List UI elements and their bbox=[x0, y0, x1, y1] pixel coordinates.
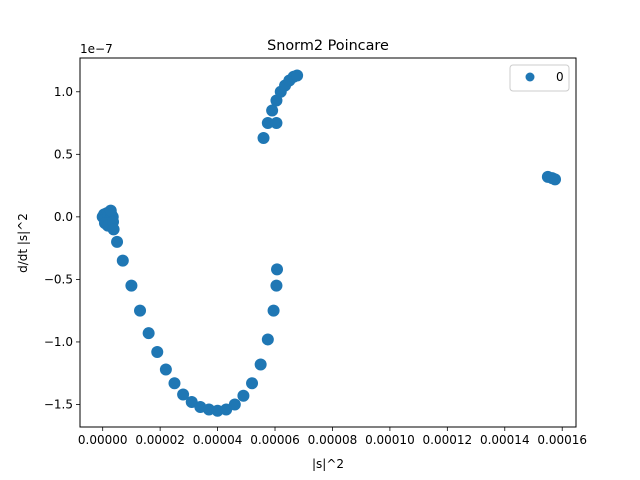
x-tick-label: 0.00010 bbox=[365, 433, 415, 447]
chart-title: Snorm2 Poincare bbox=[267, 38, 389, 54]
y-tick-label: 0.5 bbox=[54, 147, 73, 161]
y-tick-label: −1.0 bbox=[44, 335, 73, 349]
data-point bbox=[151, 345, 164, 358]
data-point bbox=[168, 377, 181, 390]
y-tick-label: −1.5 bbox=[44, 397, 73, 411]
data-point bbox=[246, 377, 259, 390]
y-axis-ticks: −1.5 −1.0 −0.5 0.0 0.5 1.0 bbox=[44, 85, 80, 411]
x-tick-label: 0.00000 bbox=[78, 433, 128, 447]
data-point bbox=[228, 398, 241, 411]
data-point bbox=[267, 304, 280, 317]
x-tick-label: 0.00006 bbox=[250, 433, 300, 447]
data-point bbox=[159, 363, 172, 376]
data-point bbox=[261, 333, 274, 346]
data-point bbox=[261, 117, 274, 130]
data-point bbox=[254, 358, 267, 371]
data-point bbox=[116, 254, 129, 267]
data-point bbox=[142, 327, 155, 340]
data-point bbox=[270, 279, 283, 292]
data-point bbox=[291, 69, 304, 82]
x-tick-label: 0.00014 bbox=[480, 433, 530, 447]
data-point bbox=[270, 117, 283, 130]
data-point bbox=[107, 223, 120, 236]
x-axis-label: |s|^2 bbox=[312, 457, 344, 471]
y-tick-label: −0.5 bbox=[44, 272, 73, 286]
data-point bbox=[237, 389, 250, 402]
x-tick-label: 0.00016 bbox=[537, 433, 587, 447]
y-axis-label: d/dt |s|^2 bbox=[16, 213, 30, 273]
y-axis-offset-label: 1e−7 bbox=[80, 42, 113, 56]
x-tick-label: 0.00008 bbox=[308, 433, 358, 447]
y-tick-label: 0.0 bbox=[54, 210, 73, 224]
data-point bbox=[111, 235, 124, 248]
legend-label: 0 bbox=[556, 70, 564, 84]
legend-marker bbox=[525, 72, 535, 82]
data-point bbox=[257, 132, 270, 145]
y-tick-label: 1.0 bbox=[54, 85, 73, 99]
data-point bbox=[104, 204, 117, 217]
x-tick-label: 0.00002 bbox=[135, 433, 185, 447]
legend-box bbox=[509, 64, 570, 92]
data-point bbox=[177, 388, 190, 401]
plot-frame bbox=[79, 57, 577, 428]
x-tick-label: 0.00012 bbox=[423, 433, 473, 447]
x-tick-label: 0.00004 bbox=[193, 433, 243, 447]
data-point bbox=[134, 304, 147, 317]
data-point bbox=[271, 263, 284, 276]
scatter-points bbox=[96, 69, 562, 417]
data-point bbox=[266, 104, 279, 117]
x-axis-ticks: 0.00000 0.00002 0.00004 0.00006 0.00008 0.000… bbox=[78, 427, 587, 447]
legend: 0 bbox=[509, 64, 570, 92]
data-point bbox=[125, 279, 138, 292]
data-point bbox=[549, 173, 562, 186]
